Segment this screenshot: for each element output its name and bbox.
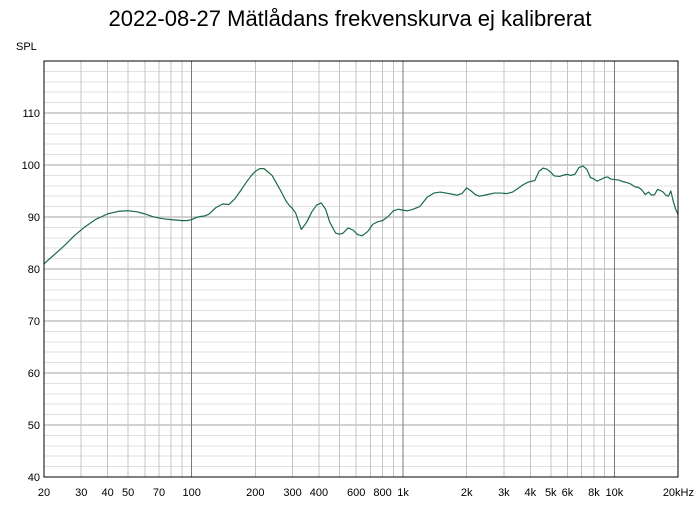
x-tick-label: 70 bbox=[153, 487, 165, 499]
x-tick-label: 6k bbox=[562, 487, 574, 499]
x-tick-label: 4k bbox=[524, 487, 536, 499]
y-tick-label: 40 bbox=[28, 472, 40, 484]
x-tick-label: 10k bbox=[606, 487, 624, 499]
y-axis-label: SPL bbox=[16, 41, 37, 53]
y-tick-label: 80 bbox=[28, 264, 40, 276]
tick-labels: 40 50 60 70 80 90 100 110 20 30 40 50 70 100 200 300 400… bbox=[22, 108, 694, 499]
x-tick-label: 800 bbox=[373, 487, 391, 499]
series-line bbox=[43, 165, 679, 265]
x-tick-label: 200 bbox=[246, 487, 264, 499]
x-tick-label: 40 bbox=[101, 487, 113, 499]
chart-title: 2022-08-27 Mätlådans frekvenskurva ej ka… bbox=[108, 6, 592, 31]
x-tick-label: 30 bbox=[75, 487, 87, 499]
y-tick-label: 50 bbox=[28, 420, 40, 432]
plot-border bbox=[43, 60, 679, 478]
x-tick-label: 1k bbox=[397, 487, 409, 499]
y-tick-label: 60 bbox=[28, 368, 40, 380]
x-tick-label: 2k bbox=[461, 487, 473, 499]
x-tick-label: 300 bbox=[283, 487, 301, 499]
y-tick-label: 110 bbox=[22, 108, 40, 120]
y-tick-label: 100 bbox=[22, 160, 40, 172]
grid-lines bbox=[43, 60, 679, 478]
x-tick-label: 20 bbox=[38, 487, 50, 499]
y-tick-label: 90 bbox=[28, 212, 40, 224]
x-tick-label: 8k bbox=[588, 487, 600, 499]
x-tick-label: 400 bbox=[310, 487, 328, 499]
x-tick-label: 50 bbox=[122, 487, 134, 499]
x-tick-label: 3k bbox=[498, 487, 510, 499]
y-tick-label: 70 bbox=[28, 316, 40, 328]
x-tick-label: 5k bbox=[545, 487, 557, 499]
x-tick-label: 600 bbox=[347, 487, 365, 499]
x-tick-label: 100 bbox=[183, 487, 201, 499]
x-tick-label: 20kHz bbox=[663, 487, 694, 499]
